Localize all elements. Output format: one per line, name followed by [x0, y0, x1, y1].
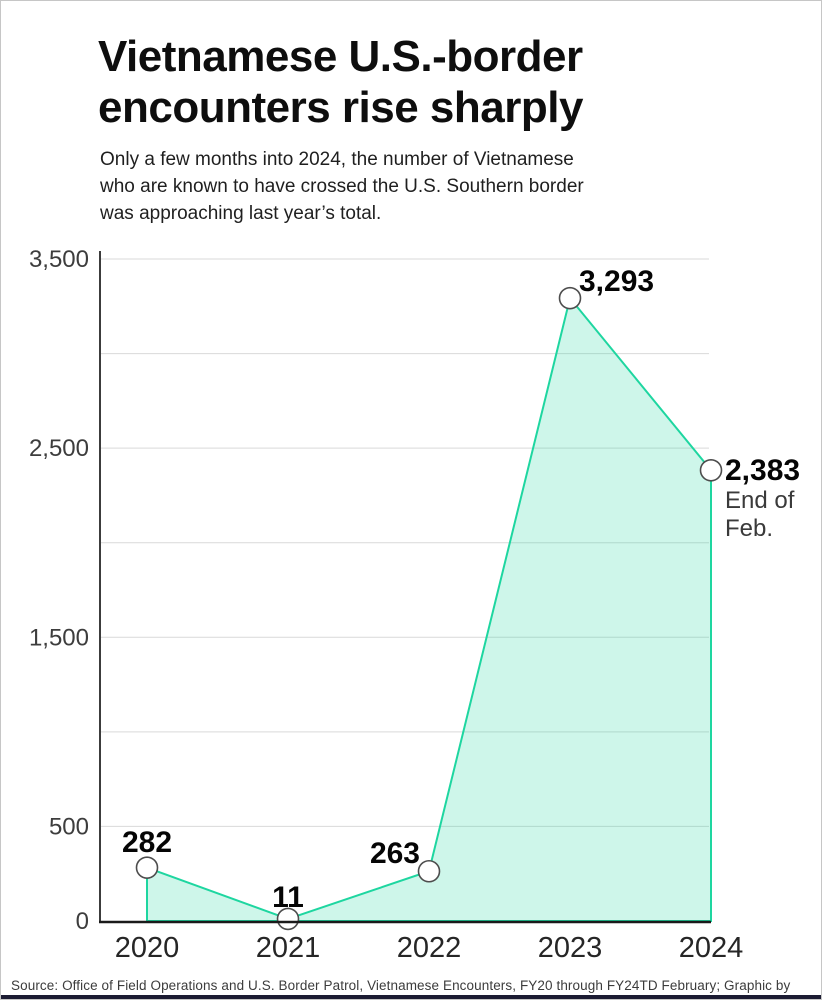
chart-subtitle: Only a few months into 2024, the number …: [100, 149, 584, 224]
area-series: [146, 295, 712, 922]
data-value-label: 282: [122, 826, 172, 859]
data-point-marker: [558, 286, 582, 310]
y-tick-label: 500: [49, 813, 89, 840]
y-tick-labels: 0 500 1,500 2,500 3,500: [29, 246, 89, 935]
x-tick-labels: 2020 2021 2022 2023 2024: [115, 932, 744, 964]
y-tick-label: 3,500: [29, 246, 89, 273]
annotation-line: Feb.: [725, 515, 773, 542]
data-value-label: 11: [272, 881, 304, 914]
chart-title: Vietnamese U.S.-border encounters rise s…: [98, 32, 583, 133]
x-tick-label: 2023: [538, 932, 603, 964]
data-point-marker: [699, 458, 723, 482]
data-point-marker: [135, 856, 159, 879]
data-point-markers: [135, 286, 723, 931]
x-tick-label: 2020: [115, 932, 180, 964]
data-value-label: 3,293: [579, 265, 654, 298]
data-point-marker: [276, 907, 300, 931]
data-value-label: 2,383: [725, 454, 800, 487]
y-tick-label: 0: [76, 908, 89, 935]
y-tick-label: 2,500: [29, 435, 89, 462]
gridlines: [100, 258, 709, 827]
x-tick-label: 2024: [679, 932, 744, 964]
data-point-marker: [417, 859, 441, 883]
x-tick-label: 2021: [256, 932, 321, 964]
data-value-label: 263: [370, 837, 420, 870]
annotation-line: End of: [725, 487, 795, 514]
data-value-labels: 282 11 263 3,293 2,383: [122, 265, 800, 914]
x-tick-label: 2022: [397, 932, 462, 964]
bottom-accent-bar: [1, 995, 821, 999]
y-tick-label: 1,500: [29, 624, 89, 651]
